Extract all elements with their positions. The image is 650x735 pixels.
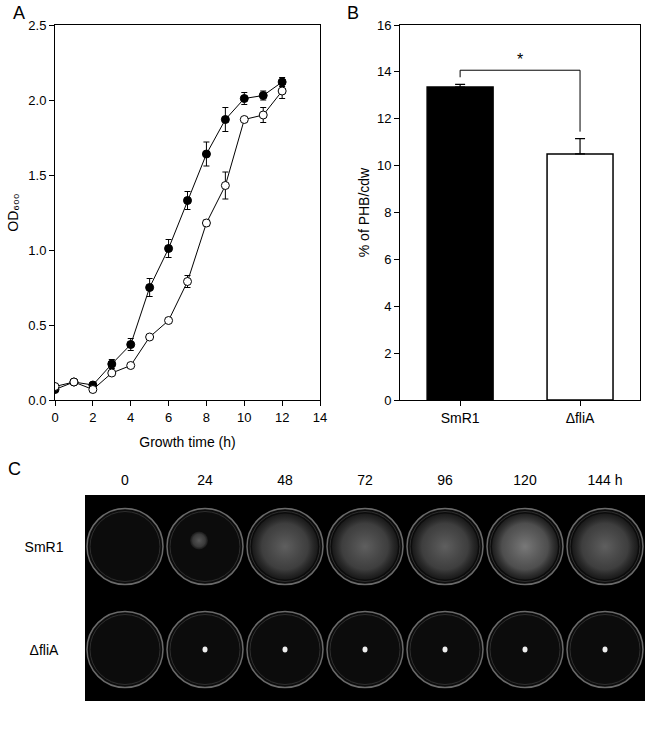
svg-text:C: C <box>8 459 21 479</box>
svg-text:0.5: 0.5 <box>28 318 46 333</box>
svg-text:0: 0 <box>51 410 58 425</box>
svg-text:24: 24 <box>197 472 213 488</box>
svg-text:10: 10 <box>237 410 251 425</box>
svg-text:2.5: 2.5 <box>28 18 46 33</box>
svg-text:B: B <box>347 3 359 23</box>
svg-text:144 h: 144 h <box>587 472 622 488</box>
svg-text:48: 48 <box>277 472 293 488</box>
svg-text:2: 2 <box>384 346 391 361</box>
svg-text:*: * <box>517 51 523 68</box>
svg-text:Growth time (h): Growth time (h) <box>139 434 235 450</box>
svg-text:2: 2 <box>89 410 96 425</box>
svg-text:1.0: 1.0 <box>28 243 46 258</box>
svg-text:OD₆₀₀: OD₆₀₀ <box>5 193 21 231</box>
svg-text:SmR1: SmR1 <box>441 410 480 426</box>
svg-text:8: 8 <box>384 205 391 220</box>
svg-text:16: 16 <box>377 18 391 33</box>
svg-text:4: 4 <box>127 410 134 425</box>
svg-text:120: 120 <box>513 472 537 488</box>
svg-text:SmR1: SmR1 <box>25 539 64 555</box>
svg-text:12: 12 <box>275 410 289 425</box>
svg-text:ΔfliA: ΔfliA <box>30 642 59 658</box>
svg-text:A: A <box>13 3 25 23</box>
svg-text:8: 8 <box>203 410 210 425</box>
svg-text:14: 14 <box>313 410 327 425</box>
svg-text:0: 0 <box>121 472 129 488</box>
svg-text:2.0: 2.0 <box>28 93 46 108</box>
svg-text:0: 0 <box>384 393 391 408</box>
svg-text:ΔfliA: ΔfliA <box>566 410 595 426</box>
svg-text:0.0: 0.0 <box>28 393 46 408</box>
svg-text:14: 14 <box>377 64 391 79</box>
svg-text:1.5: 1.5 <box>28 168 46 183</box>
svg-text:96: 96 <box>437 472 453 488</box>
svg-text:10: 10 <box>377 158 391 173</box>
svg-text:6: 6 <box>165 410 172 425</box>
svg-text:% of PHB/cdw: % of PHB/cdw <box>356 167 372 257</box>
svg-text:4: 4 <box>384 299 391 314</box>
svg-text:12: 12 <box>377 111 391 126</box>
svg-text:6: 6 <box>384 252 391 267</box>
svg-text:72: 72 <box>357 472 373 488</box>
